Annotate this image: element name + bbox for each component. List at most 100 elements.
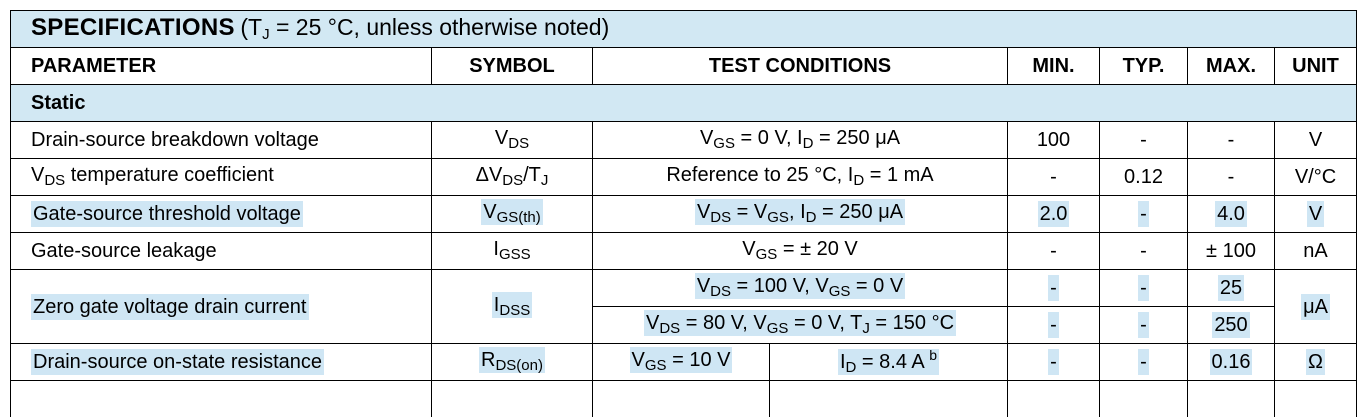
title-cond-sub: J (262, 26, 270, 43)
specifications-table-container: SPECIFICATIONS (TJ = 25 °C, unless other… (10, 10, 1356, 417)
tc-sub: GS (767, 209, 789, 226)
parameter-cell: Zero gate voltage drain current (11, 270, 432, 344)
max-cell: - (1188, 122, 1275, 159)
typ-cell: - (1100, 196, 1188, 233)
tc-part: = ± 20 V (777, 238, 857, 260)
tc-part: = 0 V, I (735, 127, 803, 149)
min-cell: - (1008, 159, 1100, 196)
header-test-conditions: TEST CONDITIONS (593, 48, 1008, 85)
tc-sub: J (862, 320, 870, 337)
max-cell: ± 100 (1188, 233, 1275, 270)
max-value: 25 (1218, 275, 1244, 301)
title-cond-rest: = 25 °C, unless otherwise noted) (270, 14, 610, 40)
sym-main: /T (523, 164, 541, 186)
tc-highlight: ID = 8.4 A b (838, 349, 939, 375)
unit-value: V (1307, 201, 1324, 227)
max-cell: 25 (1188, 270, 1275, 307)
title-cond-text: (T (240, 14, 262, 40)
typ-cell: - (1100, 344, 1188, 381)
unit-value: μA (1301, 294, 1330, 320)
tc-part: V (742, 238, 755, 260)
tc-sub: GS (829, 283, 851, 300)
tc-part: = V (731, 201, 767, 223)
symbol-cell: ΔVDS/TJ (432, 159, 593, 196)
symbol-cell (432, 381, 593, 417)
param-part: temperature coefficient (65, 164, 274, 186)
section-static: Static (11, 85, 1357, 122)
tc-sub: DS (659, 320, 680, 337)
min-cell: - (1008, 307, 1100, 344)
tc-part: = 1 mA (864, 164, 933, 186)
min-cell: - (1008, 270, 1100, 307)
tc-part: = 80 V, V (680, 312, 767, 334)
typ-cell: - (1100, 233, 1188, 270)
max-cell (1188, 381, 1275, 417)
tc-part: Reference to 25 °C, I (666, 164, 853, 186)
min-value: - (1048, 275, 1059, 301)
test-condition-left-cell: VGS = 10 V (593, 344, 770, 381)
max-value: 4.0 (1215, 201, 1247, 227)
symbol-cell: IDSS (432, 270, 593, 344)
typ-cell: - (1100, 270, 1188, 307)
test-condition-cell: Reference to 25 °C, ID = 1 mA (593, 159, 1008, 196)
test-condition-cell: VGS = 0 V, ID = 250 μA (593, 122, 1008, 159)
min-cell: - (1008, 233, 1100, 270)
parameter-cell: Drain-source on-state resistance (11, 344, 432, 381)
param-part: V (31, 164, 44, 186)
sym-highlight: IDSS (492, 292, 532, 318)
parameter-cell: Drain-source breakdown voltage (11, 122, 432, 159)
symbol-cell: RDS(on) (432, 344, 593, 381)
title-row: SPECIFICATIONS (TJ = 25 °C, unless other… (11, 11, 1357, 48)
param-text: Zero gate voltage drain current (31, 294, 309, 320)
header-row: PARAMETER SYMBOL TEST CONDITIONS MIN. TY… (11, 48, 1357, 85)
test-condition-left-cell (593, 381, 770, 417)
tc-part: V (697, 201, 710, 223)
min-value: - (1048, 312, 1059, 338)
tc-part: V (700, 127, 713, 149)
header-min: MIN. (1008, 48, 1100, 85)
table-row: Drain-source breakdown voltage VDS VGS =… (11, 122, 1357, 159)
tc-sub: GS (756, 246, 778, 263)
section-row: Static (11, 85, 1357, 122)
parameter-cell (11, 381, 432, 417)
symbol-cell: VDS (432, 122, 593, 159)
title-condition: (TJ = 25 °C, unless otherwise noted) (240, 14, 609, 40)
tc-sub: DS (710, 283, 731, 300)
sym-main: R (481, 349, 495, 371)
tc-sub: D (806, 209, 817, 226)
sym-sub: DS (502, 172, 523, 189)
typ-value: - (1138, 349, 1149, 375)
header-unit: UNIT (1275, 48, 1357, 85)
test-condition-cell: VGS = ± 20 V (593, 233, 1008, 270)
unit-cell: nA (1275, 233, 1357, 270)
tc-part: = 250 μA (816, 201, 903, 223)
typ-cell: - (1100, 307, 1188, 344)
header-symbol: SYMBOL (432, 48, 593, 85)
tc-part: , I (789, 201, 806, 223)
header-parameter: PARAMETER (11, 48, 432, 85)
max-cell: 4.0 (1188, 196, 1275, 233)
tc-highlight: VDS = 100 V, VGS = 0 V (695, 273, 905, 299)
max-cell: 250 (1188, 307, 1275, 344)
title-main: SPECIFICATIONS (31, 14, 235, 41)
table-row: Zero gate voltage drain current IDSS VDS… (11, 270, 1357, 307)
table-row: Gate-source leakage IGSS VGS = ± 20 V - … (11, 233, 1357, 270)
table-row: Drain-source on-state resistance RDS(on)… (11, 344, 1357, 381)
tc-highlight: VDS = 80 V, VGS = 0 V, TJ = 150 °C (644, 310, 956, 336)
tc-part: V (697, 275, 710, 297)
param-sub: DS (44, 172, 65, 189)
typ-cell: - (1100, 122, 1188, 159)
typ-value: - (1138, 312, 1149, 338)
max-cell: - (1188, 159, 1275, 196)
test-condition-right-cell: ID = 8.4 A b (770, 344, 1008, 381)
min-cell (1008, 381, 1100, 417)
table-row: VDS temperature coefficient ΔVDS/TJ Refe… (11, 159, 1357, 196)
specifications-table: SPECIFICATIONS (TJ = 25 °C, unless other… (10, 10, 1357, 417)
param-text: Gate-source threshold voltage (31, 201, 303, 227)
sym-sub: GSS (499, 246, 531, 263)
tc-part: = 100 V, V (731, 275, 829, 297)
tc-part: = 10 V (667, 349, 731, 371)
tc-sub: DS (710, 209, 731, 226)
unit-cell: V (1275, 122, 1357, 159)
test-condition-cell: VDS = 80 V, VGS = 0 V, TJ = 150 °C (593, 307, 1008, 344)
